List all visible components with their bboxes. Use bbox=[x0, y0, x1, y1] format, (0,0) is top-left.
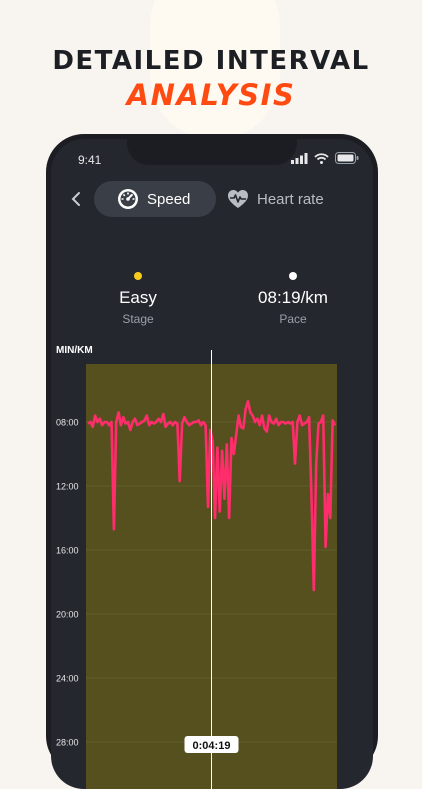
heart-pulse-icon bbox=[228, 190, 248, 208]
background-glow bbox=[150, 0, 280, 140]
y-tick-label: 28:00 bbox=[56, 738, 79, 748]
y-axis-unit: MIN/KM bbox=[56, 345, 93, 356]
chevron-left-icon bbox=[71, 192, 80, 206]
tab-heart-rate-label: Heart rate bbox=[257, 190, 324, 208]
y-tick-label: 08:00 bbox=[56, 418, 79, 428]
tab-heart-rate[interactable]: Heart rate bbox=[227, 181, 357, 217]
pace-chart[interactable]: 08:00 12:00 16:00 20:00 24:00 28:00 0:04:19 bbox=[51, 139, 373, 789]
cursor-time-label: 0:04:19 bbox=[193, 740, 231, 752]
battery-icon bbox=[335, 152, 359, 164]
pace-dot bbox=[289, 272, 297, 280]
cursor-time-badge bbox=[184, 736, 239, 753]
stage-dot bbox=[134, 272, 142, 280]
stage-label: Stage bbox=[122, 312, 154, 326]
pace-value: 08:19/km bbox=[258, 288, 328, 307]
tab-speed[interactable]: Speed bbox=[94, 181, 216, 217]
y-tick-label: 20:00 bbox=[56, 610, 79, 620]
pace-label: Pace bbox=[279, 312, 307, 326]
phone-screen: 9:41 bbox=[51, 139, 373, 789]
wifi-icon bbox=[314, 152, 329, 164]
speedometer-icon bbox=[118, 189, 138, 209]
stat-pace: 08:19/km Pace bbox=[223, 272, 363, 326]
stage-value: Easy bbox=[119, 288, 157, 307]
headline-accent: ANALYSIS bbox=[126, 78, 296, 112]
y-tick-label: 16:00 bbox=[56, 546, 79, 556]
status-time: 9:41 bbox=[78, 153, 102, 167]
y-tick-label: 12:00 bbox=[56, 482, 79, 492]
headline: DETAILED INTERVAL bbox=[52, 46, 370, 76]
status-icons bbox=[291, 152, 359, 164]
back-button[interactable] bbox=[63, 186, 89, 212]
stat-stage: Easy Stage bbox=[68, 272, 208, 326]
notch bbox=[127, 139, 297, 165]
tab-speed-label: Speed bbox=[147, 190, 191, 208]
cellular-icon bbox=[291, 152, 308, 164]
phone-frame: 9:41 bbox=[46, 134, 378, 789]
y-tick-label: 24:00 bbox=[56, 674, 79, 684]
